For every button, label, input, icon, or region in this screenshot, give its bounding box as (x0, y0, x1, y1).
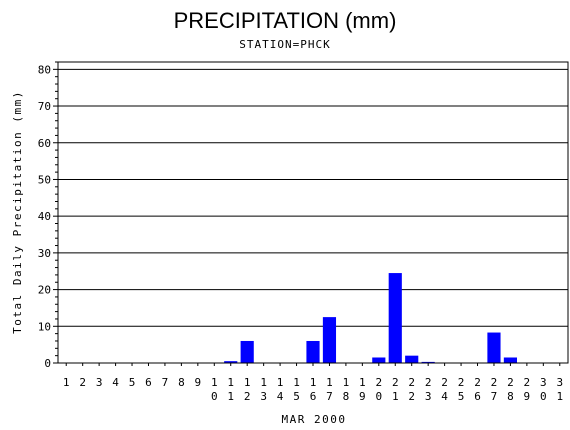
y-tick-label: 20 (38, 284, 51, 297)
y-tick-label: 10 (38, 320, 51, 333)
y-tick-label: 30 (38, 247, 51, 260)
bars (224, 273, 517, 363)
gridlines (58, 68, 568, 327)
plot-frame (57, 61, 569, 364)
x-tick-label: 2 (79, 376, 86, 389)
x-axis-ticks: 1 2 3 4 5 6 7 8 9 1 01 11 21 31 41 51 61 71 81 92 02 12 22 32 42… (63, 363, 563, 403)
y-tick-label: 40 (38, 210, 51, 223)
bar (306, 340, 320, 363)
x-tick-label: 6 (145, 376, 152, 389)
bar (503, 357, 517, 363)
chart-subtitle: STATION=PHCK (239, 38, 330, 51)
y-tick-label: 0 (44, 357, 51, 370)
x-axis-label: MAR 2000 (282, 413, 347, 426)
y-tick-label: 70 (38, 100, 51, 113)
x-tick-label: 8 (178, 376, 185, 389)
y-tick-label: 60 (38, 137, 51, 150)
bar (240, 340, 254, 363)
y-tick-label: 50 (38, 173, 51, 186)
y-axis-ticks: 0 10 20 30 40 50 60 70 80 (38, 61, 58, 370)
chart-title: PRECIPITATION (mm) (174, 8, 397, 33)
x-tick-label: 7 (162, 376, 169, 389)
x-tick-label: 1 (63, 376, 70, 389)
y-tick-label: 80 (38, 63, 51, 76)
bar (224, 361, 238, 363)
bar (405, 355, 419, 363)
x-tick-label: 5 (129, 376, 136, 389)
bar (421, 361, 435, 363)
bar (487, 332, 501, 363)
bar (322, 317, 337, 363)
y-axis-label: Total Daily Precipitation (mm) (11, 90, 24, 334)
bar (388, 273, 402, 363)
x-tick-label: 9 (195, 376, 202, 389)
bar (372, 357, 386, 363)
x-tick-label: 4 (112, 376, 119, 389)
x-tick-label: 3 (96, 376, 103, 389)
